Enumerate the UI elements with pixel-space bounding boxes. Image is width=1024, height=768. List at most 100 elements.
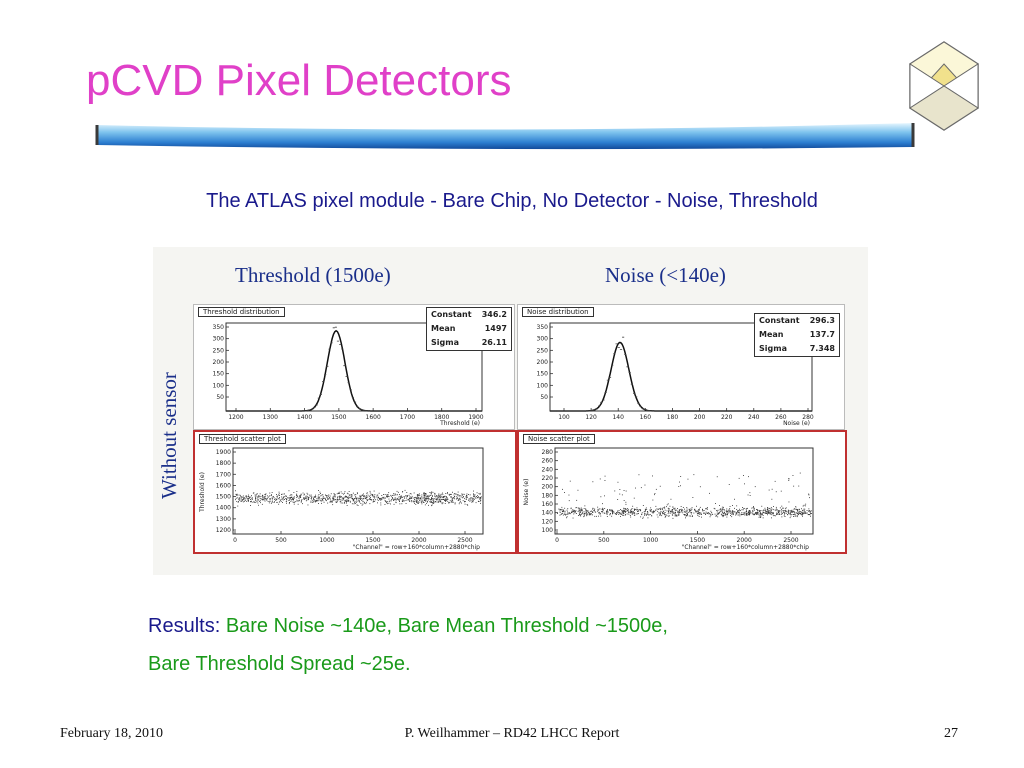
x-tick-label: 180 <box>667 414 679 421</box>
scatter-point <box>426 497 428 499</box>
scatter-point <box>728 512 730 514</box>
scatter-point <box>723 511 725 513</box>
scatter-point <box>696 513 698 515</box>
scatter-point <box>416 501 418 503</box>
scatter-point <box>430 495 432 496</box>
scatter-point <box>667 513 669 515</box>
scatter-point <box>290 501 292 502</box>
x-tick-label: 200 <box>694 414 706 421</box>
scatter-point <box>440 498 442 500</box>
scatter-point <box>306 495 308 497</box>
scatter-point <box>369 498 371 500</box>
scatter-point <box>367 494 369 496</box>
scatter-point <box>320 500 322 502</box>
scatter-point <box>787 514 788 515</box>
scatter-point <box>724 509 725 511</box>
scatter-point <box>622 510 624 512</box>
scatter-point <box>586 511 588 513</box>
scatter-point <box>315 496 317 498</box>
scatter-point <box>711 512 713 513</box>
scatter-point <box>616 514 617 515</box>
scatter-point <box>597 510 599 512</box>
scatter-point <box>720 509 722 511</box>
scatter-point <box>760 510 762 511</box>
scatter-point <box>602 512 604 514</box>
scatter-point <box>425 499 427 501</box>
scatter-point <box>239 499 241 501</box>
scatter-point <box>755 513 756 514</box>
scatter-point <box>631 508 632 510</box>
scatter-point <box>579 510 581 511</box>
scatter-point <box>373 500 374 502</box>
scatter-point <box>436 496 438 498</box>
scatter-point <box>588 513 590 515</box>
scatter-point <box>442 493 444 495</box>
scatter-point <box>414 498 415 500</box>
scatter-point <box>260 502 261 504</box>
scatter-point <box>270 495 272 497</box>
scatter-point <box>646 511 648 513</box>
y-tick-label: 100 <box>542 527 554 534</box>
scatter-point <box>317 498 319 499</box>
scatter-point <box>604 480 606 481</box>
scatter-point <box>660 511 662 513</box>
scatter-point <box>270 502 272 504</box>
scatter-point <box>441 499 443 501</box>
scatter-point <box>363 495 365 497</box>
scatter-point <box>569 512 570 514</box>
scatter-point <box>289 498 291 500</box>
scatter-point <box>748 511 749 513</box>
scatter-point <box>276 494 277 495</box>
y-tick-label: 1600 <box>216 482 231 489</box>
scatter-point <box>776 509 778 510</box>
scatter-point <box>276 502 278 503</box>
scatter-point <box>748 513 750 515</box>
scatter-point <box>612 510 613 512</box>
scatter-point <box>752 511 754 513</box>
scatter-point <box>751 512 753 514</box>
noise-scatter-ylabel: Noise (e) <box>523 479 530 506</box>
scatter-point <box>580 511 582 513</box>
scatter-point <box>746 513 747 515</box>
scatter-point <box>574 511 576 513</box>
scatter-point <box>421 503 423 505</box>
scatter-point <box>685 510 687 512</box>
scatter-point <box>398 496 400 498</box>
scatter-point <box>276 495 278 497</box>
scatter-point <box>618 513 620 515</box>
scatter-point <box>647 513 649 515</box>
scatter-point <box>794 515 796 517</box>
scatter-point <box>666 504 668 506</box>
scatter-point <box>562 510 564 511</box>
scatter-point <box>738 512 739 513</box>
noise-distribution-xlabel: Noise (e) <box>783 420 810 427</box>
noise-distribution-title: Noise distribution <box>522 307 594 317</box>
scatter-point <box>329 501 331 503</box>
scatter-point <box>599 478 601 480</box>
scatter-point <box>729 508 731 510</box>
scatter-point <box>342 502 344 504</box>
scatter-point <box>759 516 761 518</box>
scatter-point <box>791 511 792 512</box>
scatter-point <box>344 500 346 502</box>
scatter-point <box>330 493 332 495</box>
scatter-point <box>774 509 776 511</box>
scatter-point <box>719 512 720 514</box>
scatter-point <box>619 489 621 490</box>
scatter-point <box>430 502 432 503</box>
scatter-point <box>579 512 581 513</box>
scatter-point <box>684 508 685 510</box>
scatter-point <box>771 498 773 500</box>
scatter-point <box>373 490 375 492</box>
scatter-point <box>621 513 623 515</box>
scatter-point <box>655 505 657 507</box>
scatter-point <box>251 495 252 497</box>
scatter-point <box>372 494 374 496</box>
scatter-point <box>741 513 743 515</box>
scatter-point <box>313 497 315 498</box>
scatter-point <box>440 493 442 495</box>
scatter-point <box>442 496 444 498</box>
scatter-point <box>385 502 387 504</box>
scatter-point <box>269 499 271 501</box>
scatter-point <box>294 501 296 503</box>
